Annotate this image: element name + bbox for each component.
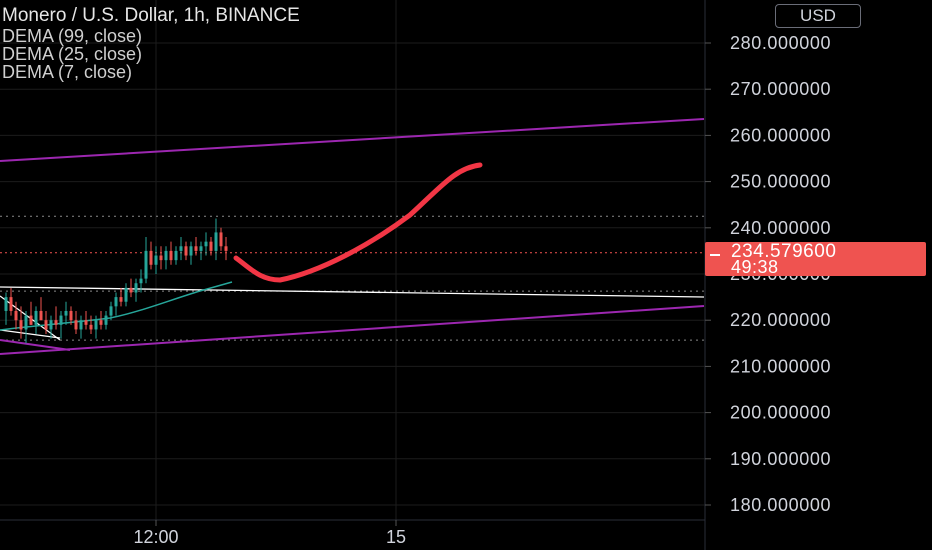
candle-up — [139, 278, 143, 284]
price-marker-dash — [710, 254, 720, 256]
candle-down — [39, 310, 43, 321]
forecast-curve — [233, 162, 483, 283]
price-tick-label: 240.000000 — [730, 218, 831, 238]
drawn-annotation — [233, 162, 483, 283]
candle-down — [184, 246, 188, 256]
indicator-dema-7[interactable]: DEMA (7, close) — [2, 62, 133, 82]
candle-down — [224, 246, 228, 251]
last-price-badge: 234.579600 49:38 — [705, 242, 926, 276]
candle-up — [34, 310, 38, 325]
candle-up — [49, 320, 53, 330]
candle-up — [59, 315, 63, 325]
time-axis: 12:00 15 — [0, 519, 705, 547]
indicator-dema-99[interactable]: DEMA (99, close) — [2, 26, 143, 46]
candle-up — [154, 255, 158, 265]
candle-up — [189, 246, 193, 256]
candle-up — [24, 315, 28, 330]
candle-up — [179, 246, 183, 251]
currency-button[interactable]: USD — [775, 4, 861, 28]
channel-upper-line — [0, 118, 705, 162]
candle-down — [169, 250, 173, 261]
price-tick-label: 270.000000 — [730, 79, 831, 99]
candle-down — [29, 315, 33, 325]
price-tick-label: 280.000000 — [730, 33, 831, 53]
price-tick-label: 210.000000 — [730, 356, 831, 376]
price-tick-label: 220.000000 — [730, 310, 831, 330]
candle-up — [174, 250, 178, 261]
candle-down — [74, 320, 78, 330]
bar-countdown: 49:38 — [731, 257, 779, 277]
wedge-line — [0, 329, 61, 339]
price-tick-label: 180.000000 — [730, 495, 831, 515]
candle-down — [69, 310, 73, 321]
candle-up — [164, 250, 168, 261]
candle-down — [119, 297, 123, 302]
candle-up — [144, 250, 148, 279]
candle-down — [89, 324, 93, 330]
price-tick-label: 190.000000 — [730, 449, 831, 469]
candle-down — [159, 255, 163, 261]
candle-up — [4, 297, 8, 311]
price-tick-label: 250.000000 — [730, 172, 831, 192]
candle-up — [79, 320, 83, 330]
indicator-dema-25[interactable]: DEMA (25, close) — [2, 44, 143, 64]
time-tick-label: 12:00 — [133, 527, 178, 547]
candle-up — [214, 232, 218, 251]
candle-up — [109, 306, 113, 316]
candle-down — [149, 250, 153, 265]
price-tick-label: 260.000000 — [730, 125, 831, 145]
candle-up — [94, 320, 98, 330]
grid — [0, 0, 705, 520]
candles — [4, 218, 228, 344]
candle-up — [199, 246, 203, 251]
candle-down — [14, 310, 18, 321]
time-tick-label: 15 — [386, 527, 406, 547]
candle-down — [44, 320, 48, 330]
candle-down — [54, 320, 58, 325]
price-tick-label: 200.000000 — [730, 403, 831, 423]
candle-down — [219, 232, 223, 247]
candle-down — [194, 246, 198, 251]
candle-up — [64, 310, 68, 316]
candle-down — [19, 320, 23, 330]
candle-up — [104, 315, 108, 325]
candle-up — [134, 283, 138, 293]
candle-up — [204, 241, 208, 247]
candle-up — [124, 287, 128, 302]
candle-down — [84, 320, 88, 325]
resistance-trendline — [0, 286, 705, 298]
price-axis: 180.000000 190.000000 200.000000 210.000000… — [704, 0, 831, 550]
candle-down — [99, 320, 103, 325]
channel-lower-line — [0, 305, 705, 355]
candle-up — [114, 297, 118, 307]
chart-legend: Monero / U.S. Dollar, 1h, BINANCE DEMA (… — [0, 4, 300, 81]
symbol-title[interactable]: Monero / U.S. Dollar, 1h, BINANCE — [2, 5, 300, 26]
candle-down — [209, 241, 213, 251]
candle-down — [9, 297, 13, 311]
candle-down — [129, 287, 133, 293]
channel-stub-line — [0, 339, 71, 351]
last-price-value: 234.579600 — [731, 241, 837, 262]
